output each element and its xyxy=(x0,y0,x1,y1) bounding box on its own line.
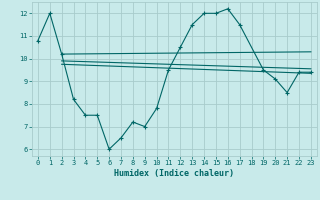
X-axis label: Humidex (Indice chaleur): Humidex (Indice chaleur) xyxy=(115,169,234,178)
